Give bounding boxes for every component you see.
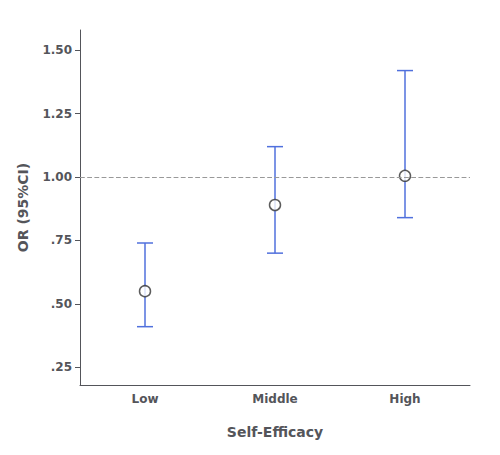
svg-text:.50: .50 xyxy=(51,297,72,311)
svg-text:1.50: 1.50 xyxy=(42,43,72,57)
svg-text:Low: Low xyxy=(132,392,159,406)
svg-text:High: High xyxy=(389,392,420,406)
svg-text:1.00: 1.00 xyxy=(42,170,72,184)
svg-text:Self-Efficacy: Self-Efficacy xyxy=(227,424,323,440)
svg-text:.75: .75 xyxy=(51,233,72,247)
svg-text:.25: .25 xyxy=(51,360,72,374)
svg-text:OR (95%CI): OR (95%CI) xyxy=(15,163,31,252)
svg-text:1.25: 1.25 xyxy=(42,107,72,121)
svg-text:Middle: Middle xyxy=(252,392,298,406)
